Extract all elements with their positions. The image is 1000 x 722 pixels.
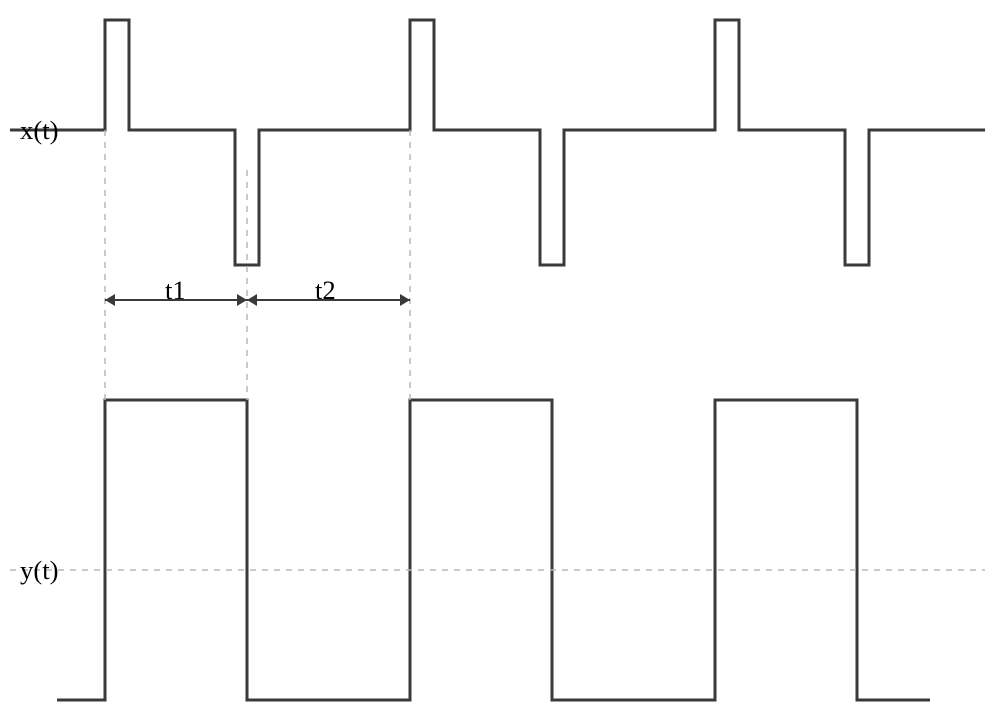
dim-arrow-right-1 bbox=[400, 294, 410, 306]
t2-dimension-label: t2 bbox=[315, 275, 336, 306]
y-waveform bbox=[57, 400, 930, 700]
dim-arrow-right-0 bbox=[237, 294, 247, 306]
dim-arrow-left-0 bbox=[105, 294, 115, 306]
dim-arrow-left-1 bbox=[247, 294, 257, 306]
t1-dimension-label: t1 bbox=[165, 275, 186, 306]
x-signal-label: x(t) bbox=[20, 115, 59, 146]
timing-diagram bbox=[0, 0, 1000, 722]
x-waveform bbox=[10, 20, 985, 265]
y-signal-label: y(t) bbox=[20, 555, 59, 586]
